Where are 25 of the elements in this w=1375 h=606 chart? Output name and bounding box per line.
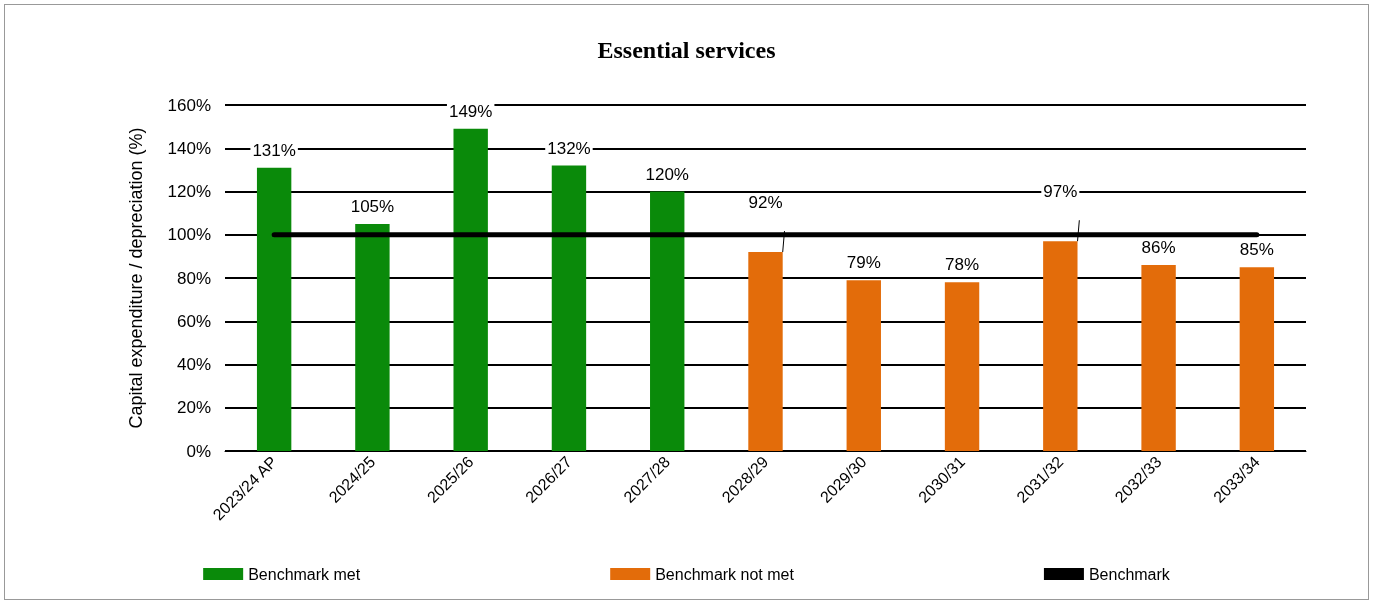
y-tick-label: 0% — [186, 441, 211, 461]
y-tick-label: 80% — [176, 268, 211, 288]
y-tick-label: 120% — [167, 182, 211, 201]
legend-label: Benchmark — [1088, 565, 1171, 583]
chart-title: Essential services — [597, 37, 776, 63]
y-tick-label: 140% — [167, 138, 211, 158]
data-label: 78% — [945, 255, 980, 275]
data-label: 92% — [748, 193, 783, 213]
data-label: 105% — [350, 196, 395, 216]
y-axis-title: Capital expenditure / depreciation (%) — [126, 127, 146, 429]
data-label: 97% — [1043, 182, 1078, 202]
y-tick-label: 20% — [176, 398, 211, 418]
data-label: 131% — [252, 140, 296, 160]
y-tick-label: 40% — [176, 355, 211, 374]
data-label: 149% — [448, 101, 493, 121]
data-label: 132% — [547, 138, 591, 158]
data-label: 79% — [846, 253, 881, 273]
y-tick-label: 160% — [167, 95, 211, 115]
data-label: 85% — [1239, 240, 1274, 260]
y-tick-label: 100% — [167, 225, 211, 245]
legend-label: Benchmark not met — [655, 565, 795, 583]
y-tick-label: 60% — [176, 311, 211, 331]
data-label: 120% — [645, 164, 689, 184]
legend-label: Benchmark met — [248, 565, 361, 583]
data-label: 86% — [1141, 238, 1176, 258]
